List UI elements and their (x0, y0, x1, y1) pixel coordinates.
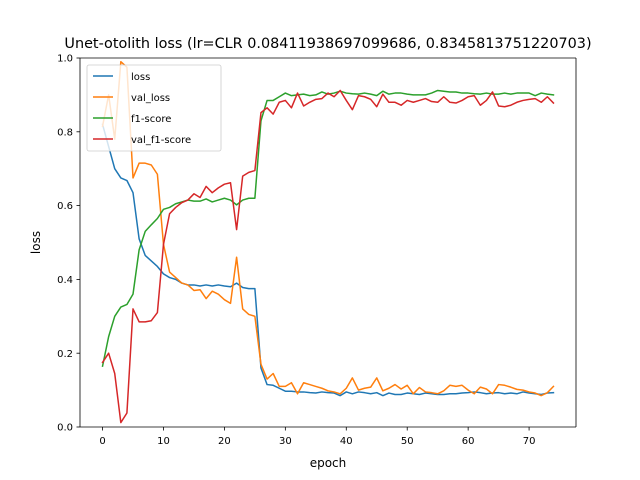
series-line-val_loss (101, 60, 555, 397)
legend-label-f1-score: f1-score (131, 114, 171, 125)
chart-title: Unet-otolith loss (lr=CLR 0.084119386970… (64, 36, 591, 52)
series-group (101, 60, 555, 424)
x-tick-label: 0 (99, 436, 105, 447)
legend: loss val_loss f1-score val_f1-score (86, 64, 222, 152)
y-tick-label: 0.2 (57, 349, 73, 360)
series-line-f1-score (101, 89, 555, 368)
y-tick-label: 1.0 (57, 54, 73, 65)
y-tick-label: 0.4 (57, 275, 73, 286)
x-axis-label: epoch (310, 456, 347, 470)
series-line-val_f1-score (101, 89, 555, 424)
y-axis-label: loss (29, 231, 43, 254)
y-tick-label: 0.6 (57, 201, 73, 212)
x-tick-label: 20 (218, 436, 231, 447)
x-tick-label: 30 (279, 436, 292, 447)
legend-label-loss: loss (131, 72, 150, 83)
x-tick-label: 50 (401, 436, 414, 447)
legend-label-val_loss: val_loss (131, 93, 170, 104)
legend-frame (86, 64, 222, 152)
x-tick-label: 60 (462, 436, 475, 447)
x-tick-label: 10 (157, 436, 170, 447)
y-tick-label: 0.8 (57, 127, 73, 138)
y-tick-label: 0.0 (57, 423, 73, 434)
x-axis-ticks: 0 10 20 30 40 50 60 70 (99, 427, 535, 447)
x-tick-label: 70 (523, 436, 536, 447)
series-line-loss (101, 123, 555, 397)
y-axis-ticks: 0.0 0.2 0.4 0.6 0.8 1.0 (57, 54, 80, 434)
x-tick-label: 40 (340, 436, 353, 447)
legend-label-val_f1-score: val_f1-score (131, 135, 191, 146)
